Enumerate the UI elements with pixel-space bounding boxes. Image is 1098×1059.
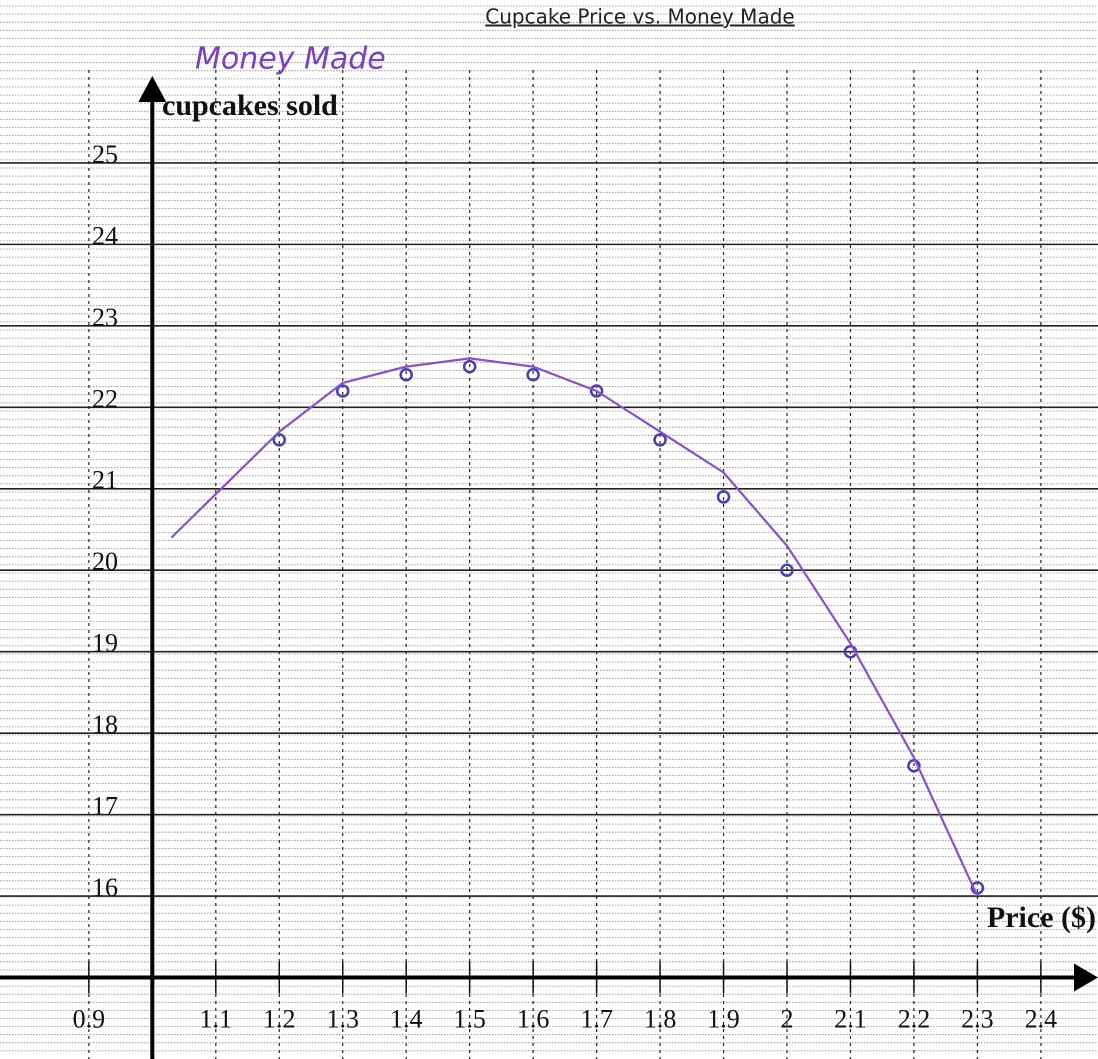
annotation: Money Made	[195, 42, 386, 77]
x-tick-label: 1.7	[580, 1005, 613, 1034]
y-tick-label: 19	[92, 629, 118, 658]
x-tick-label: 1.3	[326, 1005, 359, 1034]
grid	[0, 6, 1098, 1059]
x-tick-label: 2.3	[961, 1005, 994, 1034]
y-tick-label: 17	[92, 792, 118, 821]
y-tick-label: 25	[92, 140, 118, 169]
x-tick-label: 2.4	[1025, 1005, 1058, 1034]
x-axis-label: Price ($)	[987, 901, 1096, 934]
data-point	[718, 491, 729, 502]
x-tick-label: 1.2	[263, 1005, 296, 1034]
x-tick-label: 0.9	[73, 1005, 106, 1034]
y-tick-label: 24	[92, 221, 118, 250]
y-tick-label: 23	[92, 303, 118, 332]
x-tick-label: 2.1	[834, 1005, 867, 1034]
y-tick-label: 18	[92, 710, 118, 739]
y-tick-label: 16	[92, 873, 118, 902]
trend-line	[171, 358, 977, 896]
x-tick-label: 1.1	[200, 1005, 233, 1034]
chart: Cupcake Price vs. Money Made Money Made …	[0, 0, 1098, 1059]
y-axis-label: cupcakes sold	[162, 89, 338, 122]
x-tick-label: 2	[781, 1005, 794, 1034]
y-tick-label: 20	[92, 547, 118, 576]
x-tick-label: 1.5	[453, 1005, 486, 1034]
y-tick-label: 22	[92, 384, 118, 413]
x-tick-label: 1.8	[644, 1005, 677, 1034]
y-tick-label: 21	[92, 466, 118, 495]
x-axis-arrow	[1074, 964, 1098, 992]
x-tick-label: 2.2	[898, 1005, 931, 1034]
x-tick-label: 1.9	[707, 1005, 740, 1034]
x-tick-label: 1.6	[517, 1005, 550, 1034]
chart-title: Cupcake Price vs. Money Made	[485, 5, 794, 29]
x-tick-label: 1.4	[390, 1005, 423, 1034]
